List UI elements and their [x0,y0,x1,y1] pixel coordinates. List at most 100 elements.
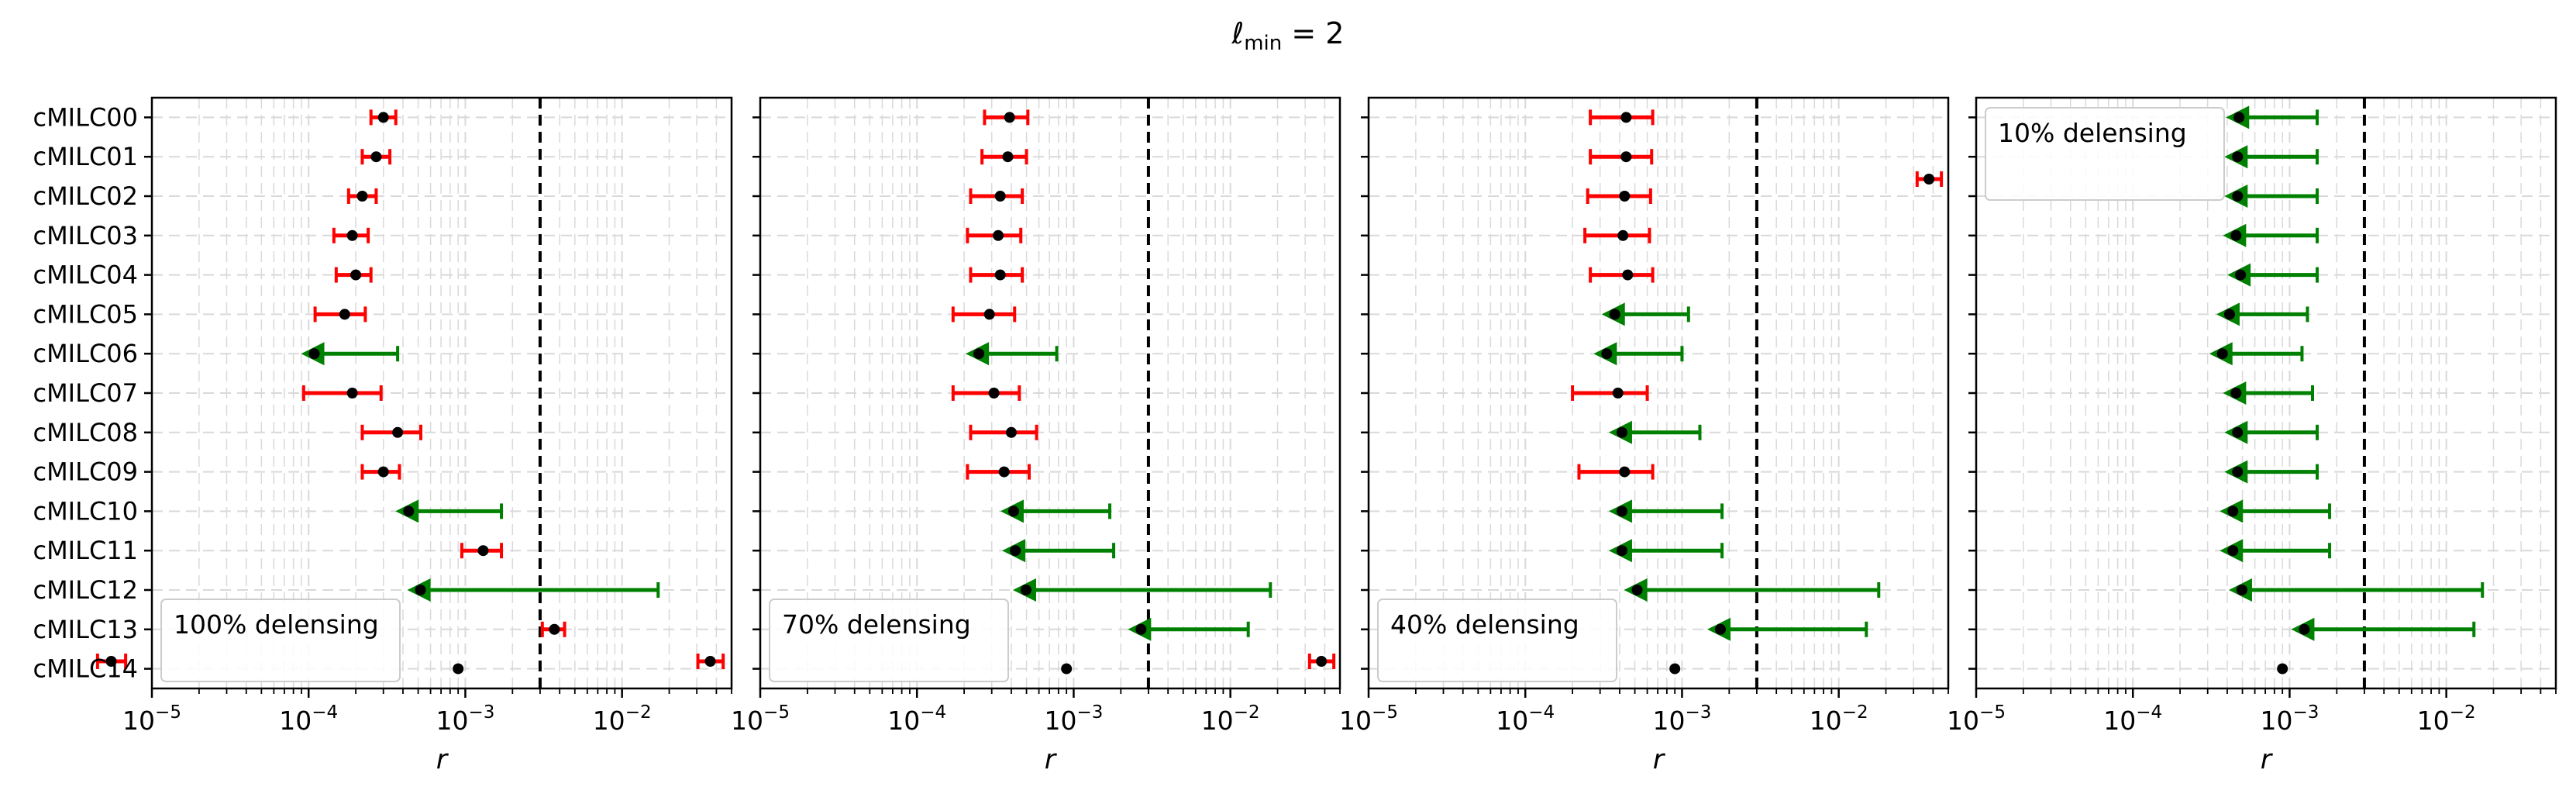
y-tick-label: cMILC08 [33,418,138,447]
data-point [1007,505,1019,517]
legend-box [769,599,1009,682]
y-tick-label: cMILC09 [33,457,138,487]
x-tick-label: 10−5 [122,702,181,736]
y-tick-label: cMILC01 [33,142,138,171]
legend-box [160,599,401,682]
x-tick-label: 10−3 [436,702,494,736]
panels: 100% delensing 10−5 10−4 10−3 10−2 r cMILC00 cM… [33,96,2557,775]
x-tick-label: 10−3 [1652,702,1711,736]
x-tick-label: 10−3 [1044,702,1103,736]
data-point [339,309,350,320]
y-tick-label: cMILC07 [33,378,138,408]
suptitle-main: ℓ [1231,16,1245,50]
data-point [973,348,985,360]
data-point [993,229,1004,241]
legend-marker [704,656,716,667]
data-point [2277,663,2288,675]
data-point [1616,505,1627,517]
data-point [988,388,1000,398]
data-point [2227,505,2239,517]
legend-label: 40% delensing [1390,609,1579,640]
data-point [1619,466,1631,478]
data-point [308,348,320,360]
data-point [1002,151,1014,163]
legend-box [1377,599,1617,682]
x-tick-label: 10−4 [887,702,946,736]
data-point [1617,229,1629,241]
data-point [2236,585,2247,595]
y-tick-label: cMILC10 [33,496,138,526]
data-point [415,585,426,595]
data-point [1715,623,1727,635]
x-tick-label: 10−2 [593,702,652,736]
data-point [356,191,368,202]
legend-marker [1923,174,1935,185]
x-tick-label: 10−5 [1947,702,2006,736]
data-point [994,191,1006,202]
x-tick-label: 10−5 [1339,702,1398,736]
y-tick-label: cMILC14 [33,654,138,684]
x-tick-label: 10−2 [2417,702,2476,736]
y-tick-label: cMILC13 [33,615,138,644]
data-point [1061,663,1073,675]
data-point [1616,545,1627,557]
data-point [2235,269,2247,281]
data-point [1616,426,1627,438]
data-point [2232,191,2244,202]
data-point [1004,112,1015,123]
data-point [2230,388,2242,398]
data-point [392,426,404,438]
panel-1: 70% delensing 10−5 10−4 10−3 10−2 r [696,96,1341,775]
y-tick-label: cMILC11 [33,536,138,565]
x-tick-label: 10−5 [731,702,790,736]
data-point [377,112,389,123]
x-axis-label: r [436,744,449,775]
panel-2: 40% delensing 10−5 10−4 10−3 10−2 r [1307,96,1950,775]
x-axis-label: r [1653,744,1666,775]
data-point [2299,623,2310,635]
legend-label: 10% delensing [1998,118,2187,148]
data-point [1005,426,1017,438]
data-point [377,466,389,478]
data-point [1620,151,1632,163]
data-point [1669,663,1681,675]
data-point [1601,348,1613,360]
data-point [2227,545,2239,557]
data-point [983,309,995,320]
data-point [346,388,358,398]
legend-label: 100% delensing [174,609,379,640]
data-point [1020,585,1031,595]
legend-label: 70% delensing [782,609,971,640]
legend-marker [105,656,117,667]
data-point [2216,348,2228,360]
panel-3: 10% delensing 10−5 10−4 10−3 10−2 r [1915,96,2557,775]
data-point [350,269,362,281]
panel-0: 100% delensing 10−5 10−4 10−3 10−2 r cMILC00 cM… [33,96,733,775]
x-tick-label: 10−3 [2260,702,2319,736]
legend-box [1985,107,2225,201]
y-tick-label: cMILC02 [33,181,138,211]
data-point [2232,151,2244,163]
y-tick-label: cMILC04 [33,260,138,290]
data-point [1612,388,1624,398]
data-point [346,229,358,241]
data-point [477,545,489,557]
x-tick-label: 10−4 [2103,702,2162,736]
data-point [2230,229,2242,241]
data-point [2233,112,2245,123]
data-point [403,505,415,517]
suptitle-sub: min [1244,32,1282,55]
data-point [549,623,560,635]
x-axis-label: r [1045,744,1058,775]
data-point [994,269,1006,281]
suptitle: ℓmin = 2 [1231,16,1345,55]
data-point [998,466,1010,478]
data-point [1619,191,1631,202]
y-tick-label: cMILC00 [33,102,138,132]
y-tick-label: cMILC12 [33,575,138,605]
legend-marker [1316,656,1328,667]
x-axis-label: r [2261,744,2274,775]
x-tick-label: 10−4 [279,702,338,736]
data-point [1631,585,1643,595]
